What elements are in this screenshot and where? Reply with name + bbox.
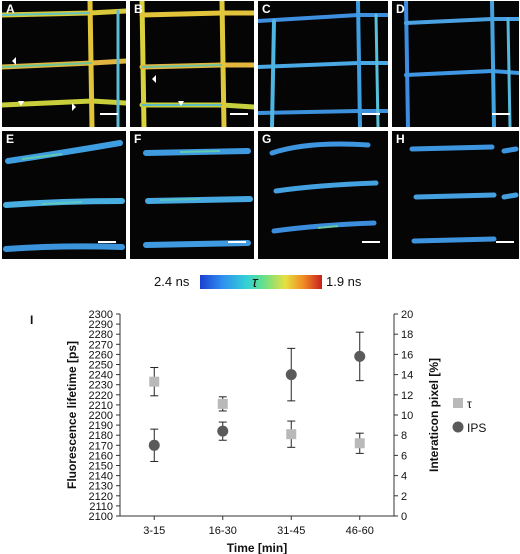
y-tick-label-left: 2250 <box>89 360 113 372</box>
y-tick-label-right: 0 <box>401 511 407 523</box>
y-tick-label-left: 2160 <box>89 450 113 462</box>
scale-bar <box>230 113 248 115</box>
cell-wall-image-d <box>404 1 519 127</box>
arrowhead-icon <box>72 103 76 111</box>
y-tick-label-left: 2240 <box>89 370 113 382</box>
y-tick-label-left: 2110 <box>89 501 113 513</box>
micrograph-panel-g: G <box>258 131 388 259</box>
y-tick-label-left: 2260 <box>89 349 113 361</box>
arrowhead-icon <box>12 57 16 65</box>
y-tick-label-right: 16 <box>401 349 413 361</box>
cell-wall-image-a <box>2 1 126 127</box>
y-tick-label-left: 2230 <box>89 380 113 392</box>
micrograph-panel-e: E <box>2 131 126 259</box>
y-tick-label-right: 4 <box>401 471 407 483</box>
micrograph-panel-a: A <box>2 1 126 127</box>
scale-bar <box>362 241 380 243</box>
micrograph-panel-b: B <box>130 1 254 127</box>
panel-label: F <box>134 132 142 146</box>
panel-label: A <box>6 2 15 16</box>
legend-label: τ <box>467 397 472 411</box>
data-point-ips <box>285 369 297 381</box>
cell-wall-image-h <box>409 144 519 244</box>
panel-label: G <box>262 132 272 146</box>
panel-label: B <box>134 2 143 16</box>
panel-label: H <box>396 132 405 146</box>
panel-label: E <box>6 132 15 146</box>
y-axis-title-left: Fluorescence lifetime [ps] <box>65 341 79 489</box>
y-tick-label-left: 2300 <box>89 309 113 321</box>
scale-bar <box>228 241 246 243</box>
legend-label: IPS <box>467 421 486 435</box>
y-tick-label-left: 2200 <box>89 410 113 422</box>
cell-wall-image-b <box>139 1 254 127</box>
y-tick-label-left: 2270 <box>89 339 113 351</box>
x-tick-label: 46-60 <box>346 525 374 537</box>
y-tick-label-left: 2140 <box>89 471 113 483</box>
micrograph-panel-c: C <box>258 1 388 127</box>
y-tick-label-right: 14 <box>401 370 413 382</box>
x-tick-label: 3-15 <box>143 525 165 537</box>
y-tick-label-left: 2120 <box>89 491 113 503</box>
arrowhead-icon <box>152 75 156 83</box>
scale-bar <box>492 113 510 115</box>
y-tick-label-right: 12 <box>401 390 413 402</box>
y-tick-label-right: 10 <box>401 410 413 422</box>
colorbar-right-label: 1.9 ns <box>326 274 362 289</box>
scale-bar <box>496 241 514 243</box>
micrograph-panel-f: F <box>130 131 254 259</box>
legend-marker-ips <box>452 421 464 433</box>
lifetime-ips-chart: I 21002110212021302140215021602170218021… <box>30 309 486 554</box>
scale-bar <box>362 113 380 115</box>
cell-wall-image-e <box>3 140 125 252</box>
arrowhead-icon <box>178 101 184 106</box>
micrograph-panel-d: D <box>392 1 519 127</box>
y-tick-label-left: 2130 <box>89 481 113 493</box>
x-tick-label: 16-30 <box>209 525 237 537</box>
scale-bar <box>100 113 118 115</box>
y-tick-label-right: 20 <box>401 309 413 321</box>
y-tick-label-left: 2190 <box>89 420 113 432</box>
y-tick-label-left: 2210 <box>89 400 113 412</box>
y-tick-label-left: 2150 <box>89 461 113 473</box>
panel-label: D <box>396 2 405 16</box>
y-tick-label-right: 8 <box>401 430 407 442</box>
legend-marker-tau <box>453 398 463 408</box>
y-tick-label-left: 2280 <box>89 329 113 341</box>
y-tick-label-left: 2180 <box>89 430 113 442</box>
x-axis-title: Time [min] <box>227 541 287 554</box>
colorbar-left-label: 2.4 ns <box>154 274 190 289</box>
y-tick-label-right: 18 <box>401 329 413 341</box>
y-tick-label-right: 2 <box>401 491 407 503</box>
panel-label-i: I <box>30 313 33 327</box>
y-tick-label-left: 2220 <box>89 390 113 402</box>
y-tick-label-left: 2290 <box>89 319 113 331</box>
micrograph-panel-h: H <box>392 131 519 259</box>
data-point-ips <box>217 425 229 437</box>
x-tick-label: 31-45 <box>277 525 305 537</box>
scale-bar <box>98 241 116 243</box>
cell-wall-image-f <box>143 148 253 248</box>
colorbar-tau-symbol: τ <box>252 274 258 291</box>
data-point-tau <box>149 376 160 387</box>
data-point-ips <box>354 350 366 362</box>
y-tick-label-left: 2170 <box>89 440 113 452</box>
lifetime-colorbar <box>200 275 322 289</box>
arrowhead-icon <box>18 101 24 106</box>
data-point-tau <box>354 438 365 449</box>
y-tick-label-left: 2100 <box>89 511 113 523</box>
cell-wall-image-c <box>258 1 388 127</box>
panel-label: C <box>262 2 271 16</box>
y-tick-label-right: 6 <box>401 450 407 462</box>
cell-wall-image-g <box>269 141 379 234</box>
data-point-tau <box>286 429 297 440</box>
data-point-ips <box>148 439 160 451</box>
data-point-tau <box>217 398 228 409</box>
y-axis-title-right: Interaticon pixel [%] <box>427 358 441 472</box>
